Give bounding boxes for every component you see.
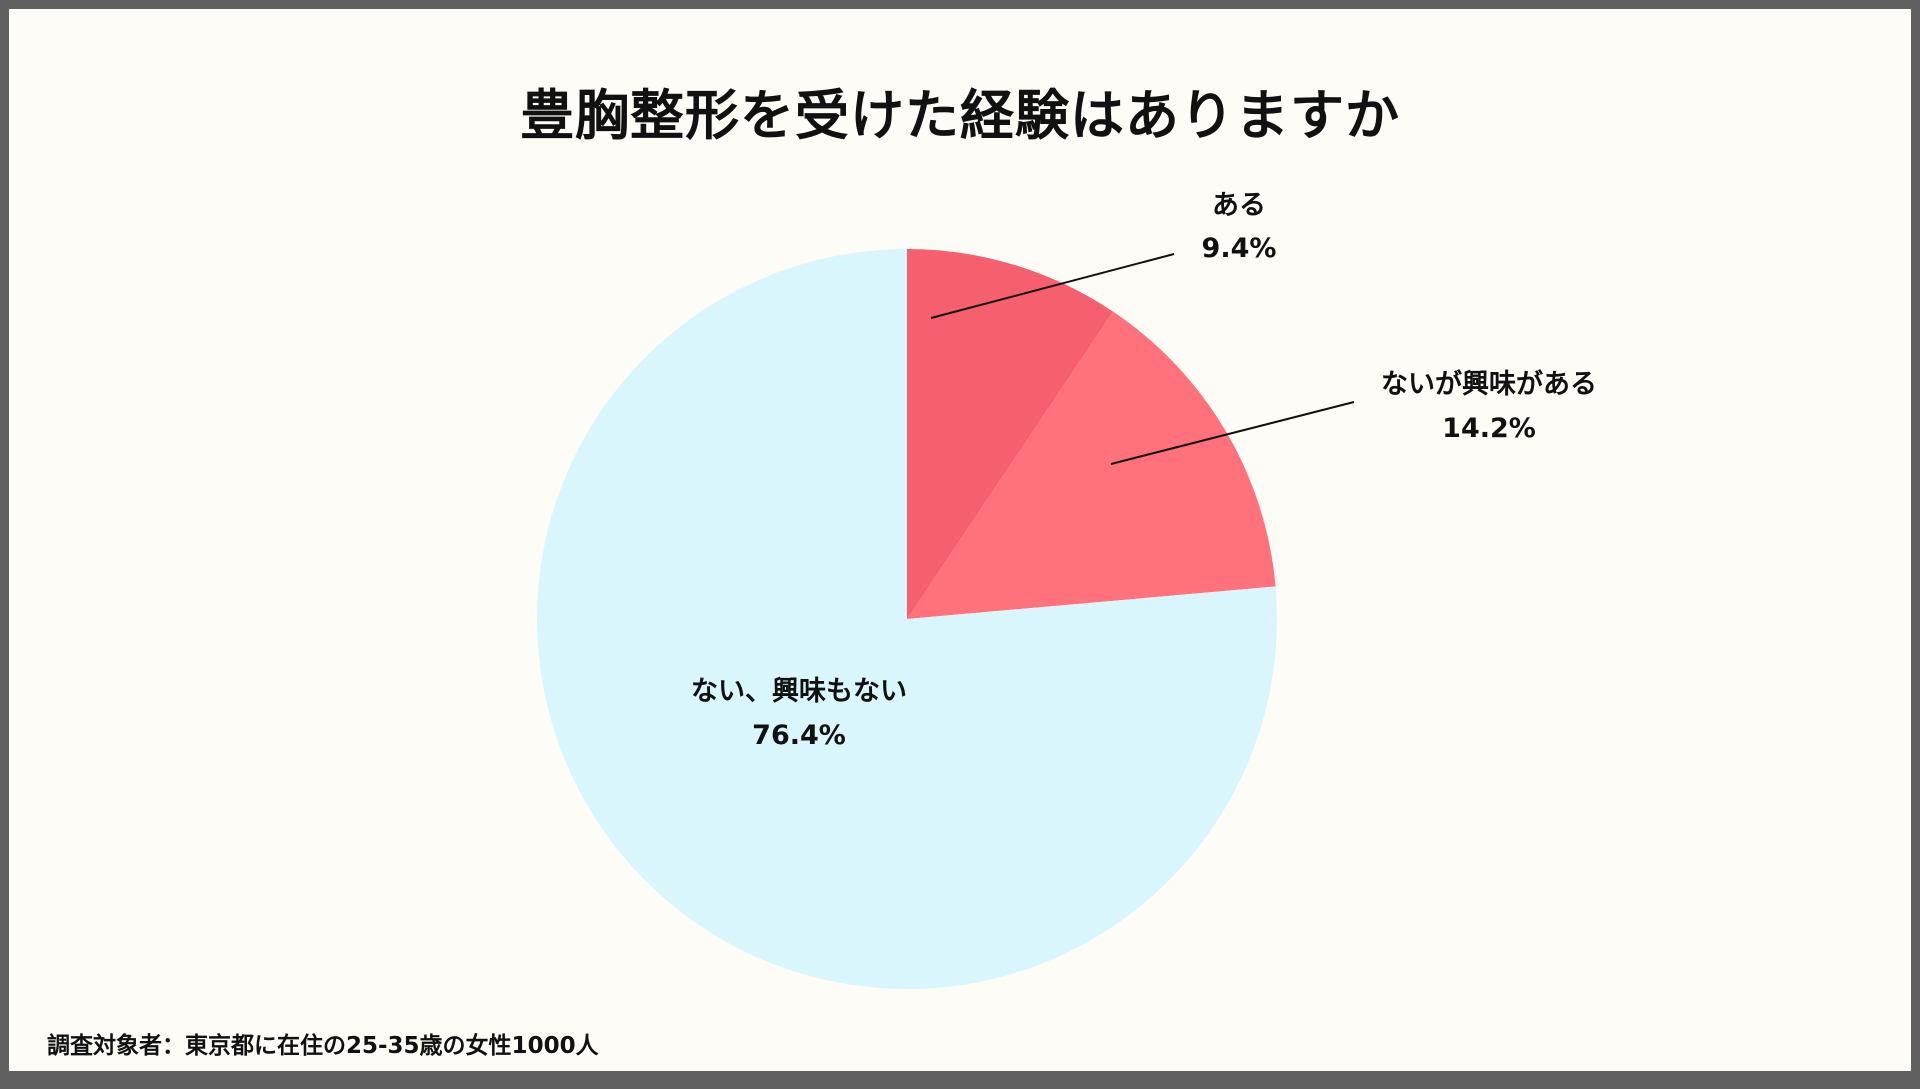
slice-label-aru: ある <box>1212 190 1266 221</box>
slice-kyomi <box>907 311 1276 619</box>
slice-value-aru: 9.4% <box>1202 233 1277 264</box>
slice-value-kyomi: 14.2% <box>1442 413 1536 444</box>
leader-line-aru <box>930 253 1175 319</box>
slice-label-kyomi: ないが興味がある <box>1381 368 1597 400</box>
pie-chart: ある 9.4% ないが興味がある 14.2% ない、興味もない 76.4% <box>537 190 1597 990</box>
slice-label-nai: ない、興味もない <box>691 676 907 707</box>
slice-nai <box>537 249 1278 990</box>
slice-aru <box>907 249 1114 619</box>
slice-value-nai: 76.4% <box>752 720 846 751</box>
survey-footnote: 調査対象者：東京都に在住の25-35歳の女性1000人 <box>47 1033 599 1059</box>
chart-title: 豊胸整形を受けた経験はありますか <box>520 84 1400 147</box>
leader-line-kyomi <box>1110 401 1355 465</box>
